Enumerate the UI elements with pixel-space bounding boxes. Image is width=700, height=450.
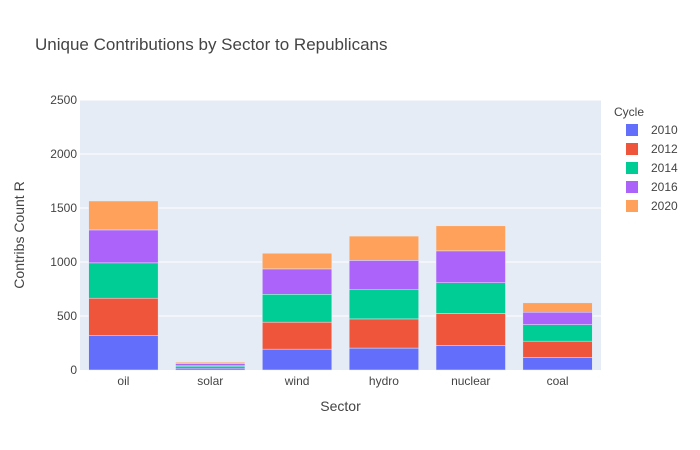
bar-hydro-2012[interactable] <box>348 318 419 349</box>
chart-title: Unique Contributions by Sector to Republ… <box>35 35 387 54</box>
legend-swatch[interactable] <box>626 200 638 212</box>
bar-coal-2014[interactable] <box>522 324 593 342</box>
x-tick-label: wind <box>284 374 310 388</box>
legend: Cycle 2010 2012 2014 2016 2020 <box>614 105 678 213</box>
x-tick-label: solar <box>197 374 223 388</box>
y-axis-title: Contribs Count R <box>11 181 27 288</box>
bars <box>88 200 593 371</box>
bar-coal-2010[interactable] <box>522 357 593 371</box>
x-tick-label: oil <box>117 374 129 388</box>
bar-wind-2016[interactable] <box>262 268 333 295</box>
bar-oil-2012[interactable] <box>88 297 159 336</box>
legend-swatch[interactable] <box>626 124 638 136</box>
bar-nuclear-2014[interactable] <box>435 282 506 314</box>
legend-label: 2020 <box>651 199 678 213</box>
bar-wind-2014[interactable] <box>262 294 333 323</box>
legend-swatch[interactable] <box>626 162 638 174</box>
bar-coal-2016[interactable] <box>522 311 593 325</box>
y-tick-label: 1000 <box>50 255 77 269</box>
bar-coal-2020[interactable] <box>522 302 593 313</box>
bar-hydro-2020[interactable] <box>348 235 419 261</box>
y-tick-label: 500 <box>57 309 77 323</box>
gridlines <box>80 99 601 317</box>
x-tick-label: coal <box>547 374 569 388</box>
bar-hydro-2016[interactable] <box>348 260 419 291</box>
bar-nuclear-2012[interactable] <box>435 313 506 346</box>
legend-label: 2016 <box>651 180 678 194</box>
bar-solar-2010[interactable] <box>175 367 246 371</box>
legend-swatch[interactable] <box>626 181 638 193</box>
bar-oil-2014[interactable] <box>88 262 159 299</box>
bar-nuclear-2020[interactable] <box>435 225 506 252</box>
x-tick-labels: oil solar wind hydro nuclear coal <box>117 374 568 388</box>
plot-area <box>80 100 601 370</box>
bar-wind-2020[interactable] <box>262 253 333 270</box>
legend-label: 2012 <box>651 142 678 156</box>
bar-oil-2020[interactable] <box>88 200 159 231</box>
legend-label: 2014 <box>651 161 678 175</box>
bar-hydro-2014[interactable] <box>348 289 419 320</box>
x-tick-label: nuclear <box>451 374 490 388</box>
legend-label: 2010 <box>651 123 678 137</box>
y-tick-label: 2000 <box>50 147 77 161</box>
bar-wind-2010[interactable] <box>262 348 333 371</box>
legend-title: Cycle <box>614 105 644 119</box>
bar-coal-2012[interactable] <box>522 340 593 358</box>
legend-swatch[interactable] <box>626 143 638 155</box>
y-tick-label: 1500 <box>50 201 77 215</box>
bar-nuclear-2010[interactable] <box>435 345 506 371</box>
x-axis-title: Sector <box>320 398 361 414</box>
bar-oil-2010[interactable] <box>88 335 159 371</box>
bar-solar-2020[interactable] <box>175 361 246 364</box>
x-tick-label: hydro <box>369 374 399 388</box>
bar-wind-2012[interactable] <box>262 321 333 350</box>
y-tick-label: 2500 <box>50 93 77 107</box>
y-tick-label: 0 <box>70 363 77 377</box>
bar-hydro-2010[interactable] <box>348 347 419 371</box>
bar-oil-2016[interactable] <box>88 229 159 264</box>
y-tick-labels: 0 500 1000 1500 2000 2500 <box>50 93 77 377</box>
bar-nuclear-2016[interactable] <box>435 250 506 283</box>
